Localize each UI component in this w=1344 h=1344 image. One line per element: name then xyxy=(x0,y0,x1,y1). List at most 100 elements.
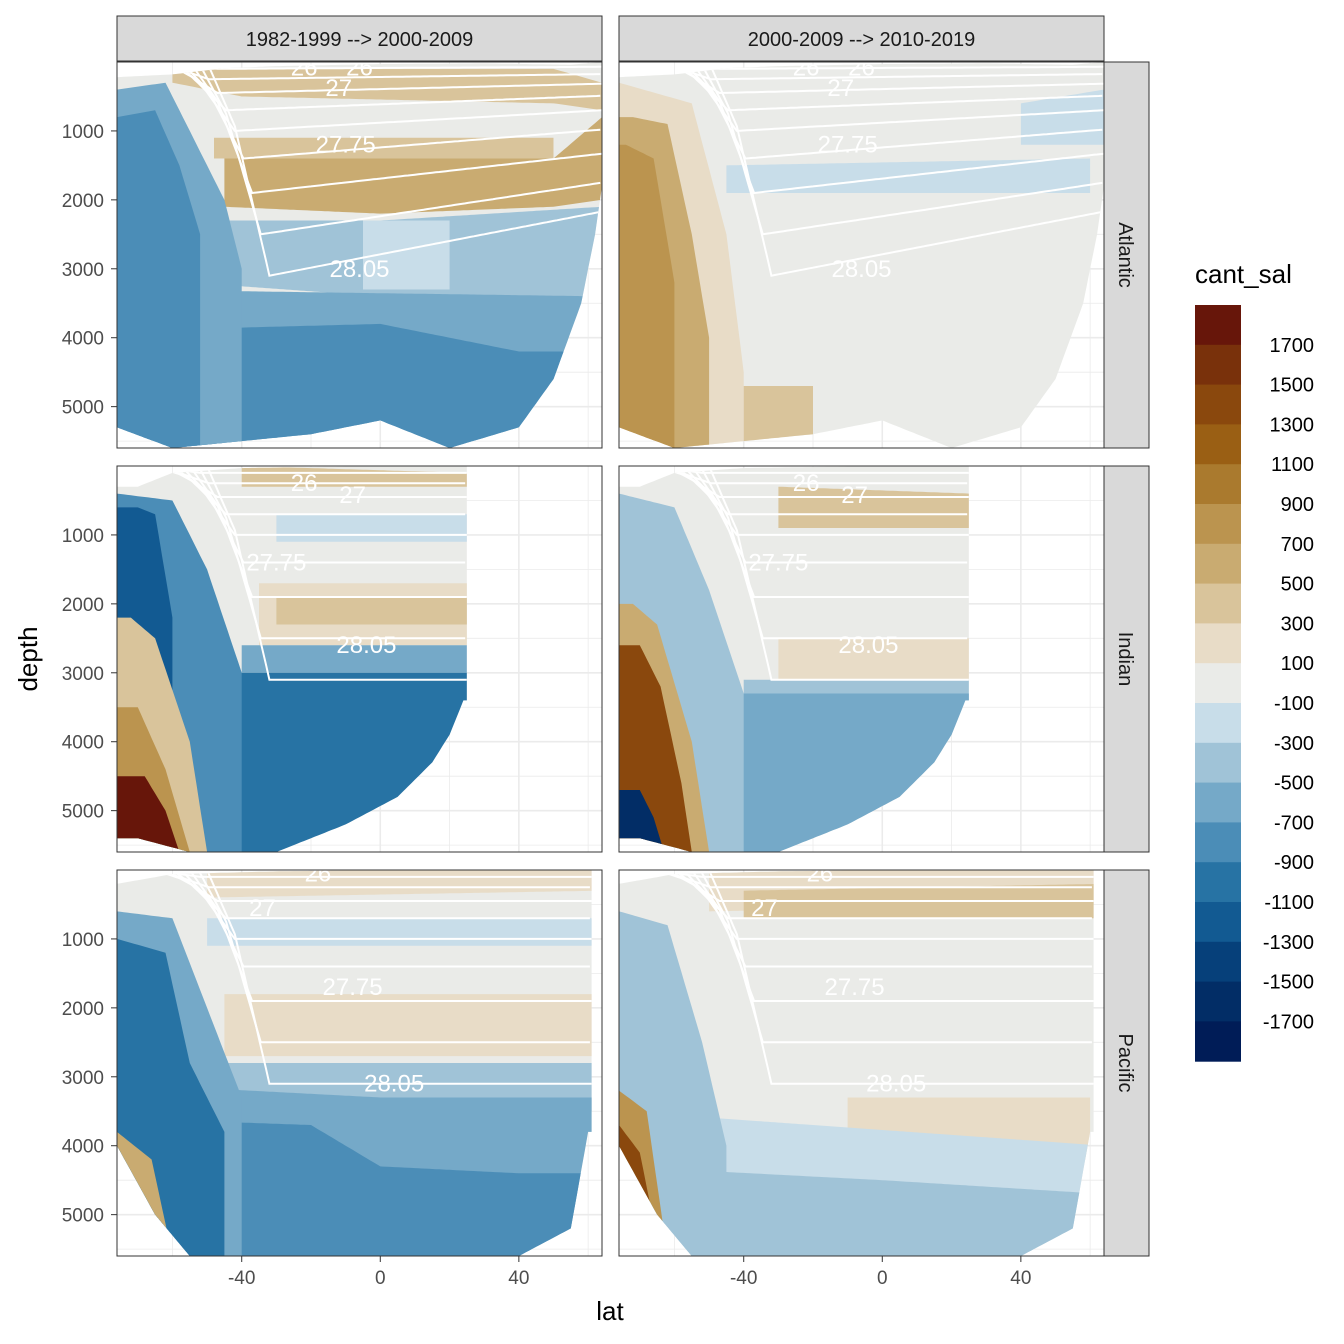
y-tick-label: 2000 xyxy=(62,999,104,1020)
legend-label: 1700 xyxy=(1270,335,1315,357)
y-tick-label: 2000 xyxy=(62,191,104,212)
isopycnal-line xyxy=(163,62,601,112)
legend-label: 500 xyxy=(1281,574,1314,596)
contour-fill xyxy=(117,466,467,852)
panel-pacific-1982-2009: 26 27 27.75 28.05 xyxy=(117,860,602,1256)
contour-band xyxy=(224,117,602,214)
isopycnal-line xyxy=(206,870,592,1085)
contour-band xyxy=(778,638,969,680)
contour-label: 26 xyxy=(848,55,875,82)
isopycnal-line xyxy=(180,62,601,160)
isopycnal-line xyxy=(673,870,1094,940)
isopycnal-line xyxy=(171,62,602,132)
y-tick-label: 5000 xyxy=(62,1206,104,1227)
isopycnal-lines xyxy=(639,870,1094,1085)
legend-swatch xyxy=(1195,464,1241,505)
contour-label: 26 xyxy=(793,470,820,497)
contour-fill xyxy=(619,870,1094,1256)
contour-band xyxy=(241,466,467,487)
isopycnal-line xyxy=(673,62,1104,132)
legend-label: -500 xyxy=(1274,773,1314,795)
isopycnal-line xyxy=(197,62,601,236)
contour-label: 26 xyxy=(291,55,318,82)
row-strip-indian: Indian xyxy=(1103,465,1150,853)
legend-label: -300 xyxy=(1274,733,1314,755)
isopycnal-line xyxy=(154,62,602,95)
legend-swatch xyxy=(1195,902,1241,943)
panel-borders xyxy=(116,61,1105,1257)
y-tick-label: 4000 xyxy=(62,329,104,350)
row-strip-pacific-label: Pacific xyxy=(1114,1034,1136,1093)
contour-band xyxy=(619,790,664,852)
isopycnal-lines xyxy=(137,62,602,277)
legend-swatch xyxy=(1195,1021,1241,1062)
isopycnal-line xyxy=(639,870,1094,878)
contour-label: 28.05 xyxy=(364,1071,424,1098)
isopycnal-lines xyxy=(137,466,467,681)
isopycnal-line xyxy=(146,870,590,889)
isopycnal-line xyxy=(137,870,592,878)
legend-label: 1500 xyxy=(1270,375,1315,397)
contour-label: 26 xyxy=(305,860,332,887)
legend-swatch xyxy=(1195,543,1241,585)
isopycnal-line xyxy=(180,870,590,968)
contour-label: 27 xyxy=(841,482,868,509)
x-tick-label: 0 xyxy=(375,1268,386,1289)
y-tick-label: 2000 xyxy=(62,595,104,616)
y-tick-label: 3000 xyxy=(62,260,104,281)
y-axes: 1000 2000 3000 4000 5000 1000 2000 3000 4000 5000… xyxy=(62,122,117,1227)
legend-labels: 1700 1500 1300 1100 900 700 500 300 100 -100 -300 -… xyxy=(1263,335,1314,1034)
isopycnal-line xyxy=(682,870,1092,968)
row-strip-atlantic-label: Atlantic xyxy=(1114,222,1136,288)
contour-label: 27 xyxy=(339,482,366,509)
isopycnal-line xyxy=(188,870,592,1002)
legend: cant_sal 1700 1500 1300 1100 900 700 500 300 100… xyxy=(1195,259,1314,1062)
x-tick-label: -40 xyxy=(730,1268,757,1289)
x-tick-label: -40 xyxy=(228,1268,255,1289)
contour-label: 27.75 xyxy=(825,974,885,1001)
legend-swatch xyxy=(1195,583,1241,624)
column-strip-2-label: 2000-2009 --> 2010-2019 xyxy=(748,29,975,51)
contour-label: 27.75 xyxy=(748,550,808,577)
y-tick-label: 4000 xyxy=(62,1137,104,1158)
legend-label: -1700 xyxy=(1263,1011,1314,1033)
contour-band xyxy=(117,110,201,448)
contour-band xyxy=(224,994,592,1057)
contour-label: 27 xyxy=(827,75,854,102)
isopycnal-line xyxy=(656,870,1094,902)
isopycnal-line xyxy=(708,466,969,681)
legend-label: 1100 xyxy=(1271,454,1314,476)
contour-label: 27.75 xyxy=(246,550,306,577)
contour-label: 28.05 xyxy=(838,632,898,659)
isopycnal-line xyxy=(690,62,1104,195)
isopycnal-line xyxy=(699,62,1103,236)
legend-swatch xyxy=(1195,663,1241,704)
column-strip-1-label: 1982-1999 --> 2000-2009 xyxy=(246,29,473,51)
contour-band xyxy=(743,386,813,448)
isopycnal-line xyxy=(197,870,590,1044)
isopycnal-line xyxy=(163,870,590,920)
isopycnal-line xyxy=(648,870,1092,889)
x-tick-label: 40 xyxy=(508,1268,529,1289)
contour-label: 28.05 xyxy=(329,256,389,283)
legend-label: -900 xyxy=(1274,852,1314,874)
contour-label: 27.75 xyxy=(316,132,376,159)
isopycnal-line xyxy=(163,466,466,516)
legend-swatch xyxy=(1195,703,1241,744)
contour-band xyxy=(241,645,467,673)
contour-band xyxy=(363,220,450,290)
isopycnal-line xyxy=(699,466,968,640)
legend-label: -1300 xyxy=(1263,932,1314,954)
isopycnal-line xyxy=(188,62,602,195)
legend-label: 900 xyxy=(1281,494,1314,516)
y-axis-title: depth xyxy=(13,626,43,691)
contour-label: 26 xyxy=(346,55,373,82)
legend-label: -1100 xyxy=(1264,892,1314,914)
x-axes: -40 0 40 -40 0 40 xyxy=(228,1256,1031,1289)
isopycnal-line xyxy=(682,62,1103,160)
contour-label: 26 xyxy=(807,860,834,887)
isopycnal-line xyxy=(146,62,601,81)
panel-indian-1982-2009: 26 27 27.75 28.05 xyxy=(117,466,602,852)
legend-swatch xyxy=(1195,623,1241,664)
